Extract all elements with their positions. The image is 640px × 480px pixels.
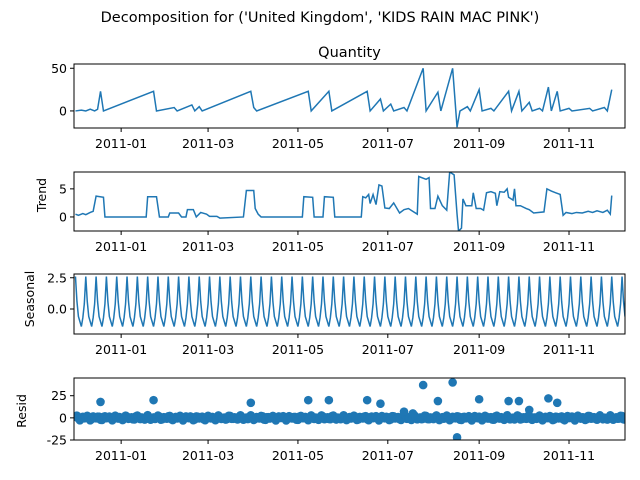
resid-point xyxy=(376,399,385,408)
xtick-label: 2011-07 xyxy=(362,448,414,463)
ytick-label: -25 xyxy=(47,433,67,448)
xtick-label: 2011-09 xyxy=(453,448,505,463)
ytick-label: 50 xyxy=(51,61,67,76)
resid-point xyxy=(408,409,418,418)
xtick-label: 2011-05 xyxy=(272,136,324,151)
xtick-label: 2011-03 xyxy=(182,136,234,151)
resid-point xyxy=(362,395,372,405)
xtick-label: 2011-09 xyxy=(453,239,505,254)
resid-point xyxy=(448,378,457,387)
xtick-label: 2011-11 xyxy=(543,448,595,463)
series-line-0 xyxy=(75,68,613,128)
trend-ylabel: Trend xyxy=(34,178,49,213)
ytick-label: 5 xyxy=(59,181,67,196)
xtick-label: 2011-07 xyxy=(362,239,414,254)
ytick-label: 0 xyxy=(59,209,67,224)
resid-point xyxy=(620,415,625,424)
resid-point xyxy=(504,396,513,406)
resid-point xyxy=(96,397,105,407)
axes-frame-2 xyxy=(73,273,626,335)
resid-point xyxy=(514,396,524,406)
xtick-label: 2011-11 xyxy=(543,342,595,357)
ytick-label: 0 xyxy=(59,103,67,118)
ytick-label: 0.0 xyxy=(47,302,67,317)
xtick-label: 2011-11 xyxy=(543,239,595,254)
resid-point xyxy=(452,433,462,440)
resid-point xyxy=(324,395,334,405)
xtick-label: 2011-01 xyxy=(95,136,147,151)
quantity-panel: Quantity 0 50 2011-01 2011-03 2011-05 2011-07… xyxy=(51,45,626,151)
xtick-label: 2011-03 xyxy=(182,239,234,254)
ytick-label: 2.5 xyxy=(47,270,67,285)
resid-point xyxy=(524,405,534,415)
resid-point xyxy=(474,394,484,404)
seasonal-ylabel: Seasonal xyxy=(22,271,37,328)
xtick-label: 2011-09 xyxy=(453,342,505,357)
xtick-label: 2011-11 xyxy=(543,136,595,151)
resid-point xyxy=(544,394,553,403)
xtick-label: 2011-05 xyxy=(272,448,324,463)
axes-frame-0 xyxy=(73,63,626,129)
resid-point xyxy=(418,380,428,390)
resid-ylabel: Resid xyxy=(14,394,29,428)
xtick-label: 2011-01 xyxy=(95,342,147,357)
resid-point xyxy=(552,398,562,408)
resid-panel: Resid -25 0 25 2011-01 2011-03 2011-05 2011-07… xyxy=(14,377,626,463)
xtick-label: 2011-03 xyxy=(182,448,234,463)
xtick-label: 2011-03 xyxy=(182,342,234,357)
xtick-label: 2011-07 xyxy=(362,342,414,357)
series-line-1 xyxy=(75,172,613,231)
resid-points xyxy=(74,378,625,440)
resid-point xyxy=(149,395,158,405)
ytick-label: 0 xyxy=(59,410,67,425)
xtick-label: 2011-09 xyxy=(453,136,505,151)
quantity-panel-title: Quantity xyxy=(318,45,381,61)
seasonal-panel: Seasonal 0.0 2.5 2011-01 2011-03 2011-05 2011… xyxy=(22,270,626,357)
xtick-label: 2011-07 xyxy=(362,136,414,151)
resid-point xyxy=(246,398,256,408)
axes-frame-1 xyxy=(73,171,626,232)
ytick-label: 25 xyxy=(51,388,67,403)
xtick-label: 2011-01 xyxy=(95,448,147,463)
xtick-label: 2011-05 xyxy=(272,239,324,254)
seasonal-line xyxy=(74,276,625,327)
xtick-label: 2011-01 xyxy=(95,239,147,254)
resid-point xyxy=(399,407,409,416)
figure-suptitle: Decomposition for ('United Kingdom', 'KI… xyxy=(101,10,540,26)
resid-point xyxy=(303,395,313,405)
axes-frame-3 xyxy=(73,377,626,441)
resid-point xyxy=(433,396,443,406)
trend-panel: Trend 0 5 2011-01 2011-03 2011-05 2011-07 2011… xyxy=(34,171,626,254)
xtick-label: 2011-05 xyxy=(272,342,324,357)
